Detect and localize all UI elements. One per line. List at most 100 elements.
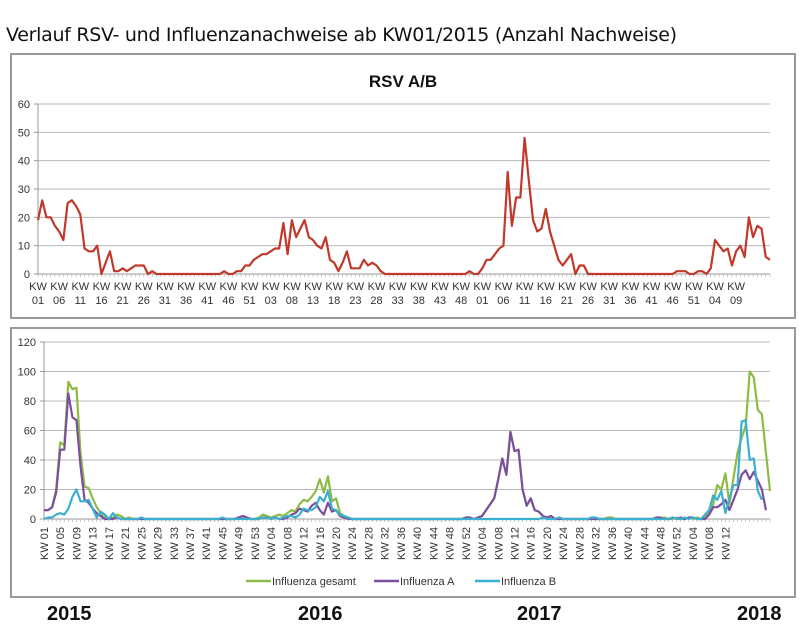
legend: Influenza gesamt Influenza A Influenza B bbox=[246, 576, 556, 588]
x-tick-label: KW 36 bbox=[396, 527, 408, 560]
series-line-influenza-gesamt bbox=[44, 370, 772, 521]
x-tick-label: KW 16 bbox=[315, 527, 327, 560]
x-tick-label: KW 04 bbox=[266, 527, 278, 560]
page-title: Verlauf RSV- und Influenzanachweise ab K… bbox=[6, 24, 677, 46]
influenza-chart-frame bbox=[10, 327, 796, 598]
x-tick-label-kw: KW bbox=[622, 281, 640, 293]
x-tick-label-kw: KW bbox=[29, 281, 47, 293]
x-tick-label-kw: KW bbox=[473, 281, 491, 293]
x-tick-label-week: 04 bbox=[709, 295, 721, 307]
x-tick-label-kw: KW bbox=[537, 281, 555, 293]
x-tick-label-kw: KW bbox=[114, 281, 132, 293]
x-tick-label: KW 21 bbox=[120, 527, 132, 560]
series-line-influenza-b bbox=[43, 419, 763, 521]
x-tick-label-kw: KW bbox=[516, 281, 534, 293]
x-tick-label-week: 28 bbox=[370, 295, 382, 307]
series-line-influenza-a bbox=[44, 392, 768, 521]
x-tick-label-week: 06 bbox=[53, 295, 65, 307]
x-tick-label-kw: KW bbox=[558, 281, 576, 293]
series-line-rsv-a-b bbox=[36, 136, 771, 276]
x-tick-label: KW 52 bbox=[672, 527, 684, 560]
legend-label-influenza-gesamt: Influenza gesamt bbox=[272, 576, 356, 588]
y-tick-label: 100 bbox=[18, 367, 36, 379]
x-tick-label-week: 13 bbox=[307, 295, 319, 307]
y-tick-label: 60 bbox=[18, 99, 30, 111]
x-tick-label-week: 48 bbox=[455, 295, 467, 307]
x-tick-label: KW 44 bbox=[428, 527, 440, 560]
x-tick-label-week: 46 bbox=[222, 295, 234, 307]
x-tick-label: KW 37 bbox=[185, 527, 197, 560]
x-tick-label-kw: KW bbox=[410, 281, 428, 293]
x-tick-label: KW 53 bbox=[250, 527, 262, 560]
y-tick-label: 10 bbox=[18, 241, 30, 253]
x-tick-label: KW 04 bbox=[688, 527, 700, 560]
x-tick-label-kw: KW bbox=[706, 281, 724, 293]
x-tick-label: KW 12 bbox=[720, 527, 732, 560]
x-tick-label-week: 01 bbox=[476, 295, 488, 307]
x-tick-label-kw: KW bbox=[198, 281, 216, 293]
x-tick-label-kw: KW bbox=[346, 281, 364, 293]
x-tick-label-week: 26 bbox=[138, 295, 150, 307]
x-tick-label-week: 26 bbox=[582, 295, 594, 307]
x-tick-label: KW 04 bbox=[477, 527, 489, 560]
legend-label-influenza-a: Influenza A bbox=[400, 576, 455, 588]
x-tick-label: KW 20 bbox=[542, 527, 554, 560]
x-tick-label-week: 09 bbox=[730, 295, 742, 307]
x-tick-label-kw: KW bbox=[177, 281, 195, 293]
x-tick-label: KW 28 bbox=[363, 527, 375, 560]
x-tick-label-week: 51 bbox=[243, 295, 255, 307]
x-tick-label: KW 08 bbox=[493, 527, 505, 560]
x-tick-label: KW 32 bbox=[591, 527, 603, 560]
y-tick-label: 60 bbox=[24, 426, 36, 438]
x-tick-label-week: 08 bbox=[286, 295, 298, 307]
x-tick-label-week: 31 bbox=[159, 295, 171, 307]
x-tick-label-kw: KW bbox=[50, 281, 68, 293]
x-tick-label: KW 52 bbox=[461, 527, 473, 560]
x-tick-label: KW 25 bbox=[136, 527, 148, 560]
x-tick-label-week: 03 bbox=[265, 295, 277, 307]
x-tick-label-kw: KW bbox=[727, 281, 745, 293]
y-tick-label: 50 bbox=[18, 127, 30, 139]
x-tick-label-kw: KW bbox=[71, 281, 89, 293]
influenza-plot: 0 20 40 60 80 100 120 KW 01 KW 05 KW 09 KW 13 KW 17… bbox=[18, 337, 772, 560]
y-tick-label: 0 bbox=[30, 514, 36, 526]
x-tick-label: KW 40 bbox=[623, 527, 635, 560]
x-tick-label-week: 31 bbox=[603, 295, 615, 307]
x-tick-label-kw: KW bbox=[283, 281, 301, 293]
x-tick-label: KW 40 bbox=[412, 527, 424, 560]
y-tick-label: 80 bbox=[24, 396, 36, 408]
x-tick-label: KW 01 bbox=[39, 527, 51, 560]
x-tick-label: KW 48 bbox=[445, 527, 457, 560]
x-tick-label: KW 16 bbox=[526, 527, 538, 560]
x-tick-label: KW 28 bbox=[574, 527, 586, 560]
x-tick-label-week: 41 bbox=[201, 295, 213, 307]
x-tick-label-kw: KW bbox=[156, 281, 174, 293]
x-tick-label-week: 11 bbox=[519, 295, 530, 307]
x-tick-label: KW 17 bbox=[104, 527, 116, 560]
x-tick-label-week: 21 bbox=[561, 295, 573, 307]
x-tick-label-kw: KW bbox=[93, 281, 111, 293]
x-tick-label-kw: KW bbox=[579, 281, 597, 293]
x-tick-label-week: 41 bbox=[645, 295, 657, 307]
x-tick-label-week: 16 bbox=[95, 295, 107, 307]
x-tick-label-kw: KW bbox=[600, 281, 618, 293]
y-tick-label: 120 bbox=[18, 337, 36, 349]
x-tick-label-kw: KW bbox=[368, 281, 386, 293]
x-tick-label-kw: KW bbox=[643, 281, 661, 293]
x-tick-label-kw: KW bbox=[241, 281, 259, 293]
x-tick-label-week: 46 bbox=[667, 295, 679, 307]
x-tick-label-week: 18 bbox=[328, 295, 340, 307]
x-tick-label-week: 11 bbox=[75, 295, 86, 307]
year-label-2018: 2018 bbox=[737, 603, 782, 625]
x-tick-label: KW 45 bbox=[217, 527, 229, 560]
x-tick-label-kw: KW bbox=[325, 281, 343, 293]
x-tick-label: KW 32 bbox=[380, 527, 392, 560]
x-tick-label-kw: KW bbox=[452, 281, 470, 293]
x-tick-label-kw: KW bbox=[495, 281, 513, 293]
x-tick-label: KW 09 bbox=[71, 527, 83, 560]
x-tick-label-week: 23 bbox=[349, 295, 361, 307]
x-tick-label-week: 38 bbox=[413, 295, 425, 307]
x-tick-label: KW 29 bbox=[153, 527, 165, 560]
x-tick-label: KW 33 bbox=[169, 527, 181, 560]
